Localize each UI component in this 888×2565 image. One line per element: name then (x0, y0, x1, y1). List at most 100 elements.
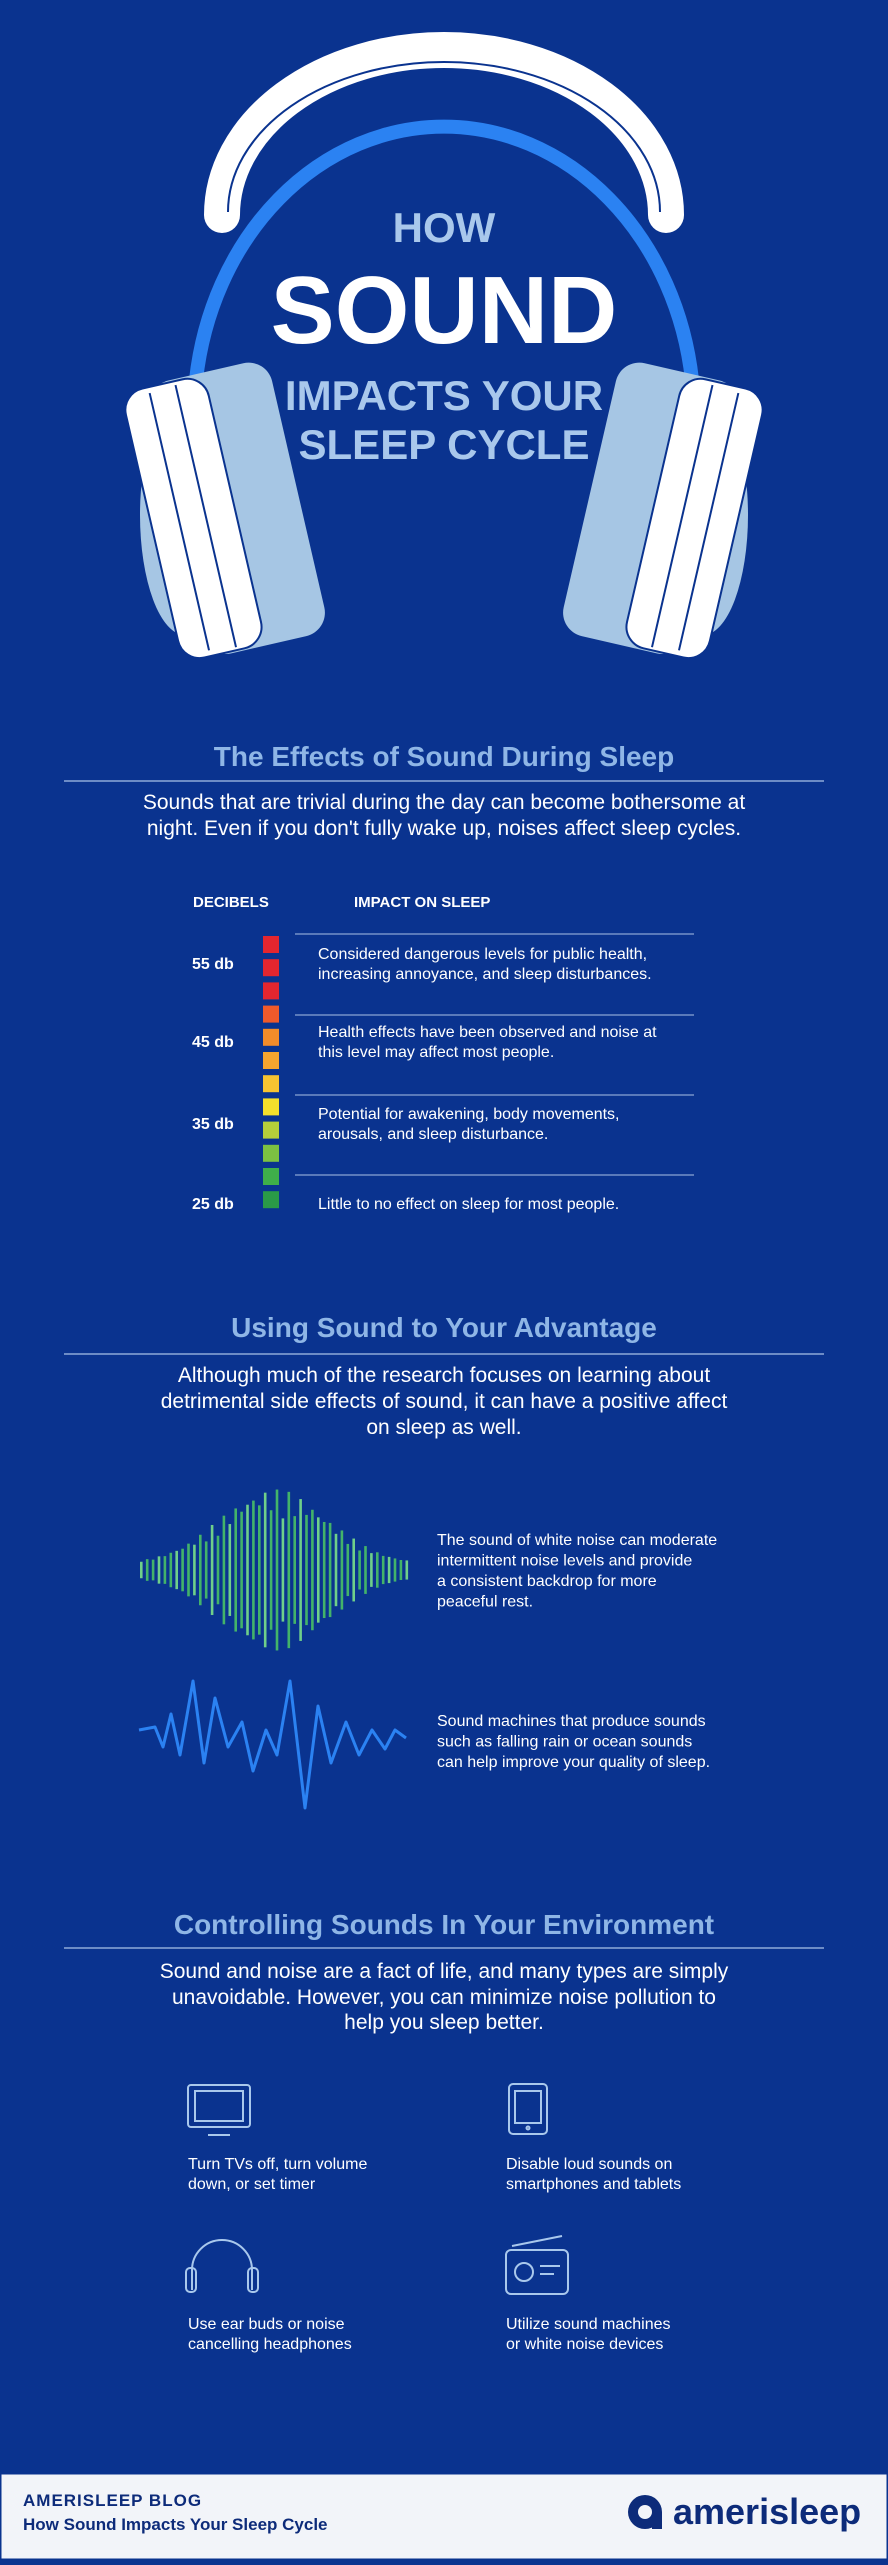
noise-bar (281, 1518, 285, 1622)
scale-block (263, 1028, 279, 1046)
section-title: Controlling Sounds In Your Environment (174, 1909, 714, 1940)
decibel-level: 45 db (192, 1034, 234, 1051)
intro-line: help you sleep better. (344, 2011, 544, 2034)
advantage-text: Sound machines that produce sounds (437, 1713, 706, 1730)
decibel-level: 55 db (192, 956, 234, 973)
noise-bar (222, 1515, 226, 1625)
noise-bar (252, 1500, 255, 1640)
tip-text: Turn TVs off, turn volume (188, 2156, 367, 2173)
scale-block (263, 1098, 279, 1116)
noise-bar (287, 1491, 291, 1649)
brand-name: amerisleep (673, 2491, 861, 2532)
impact-text: Potential for awakening, body movements, (318, 1106, 620, 1123)
scale-block (263, 1191, 279, 1209)
scale-block (263, 959, 279, 977)
section-title: Using Sound to Your Advantage (231, 1312, 657, 1343)
noise-bar (405, 1560, 409, 1580)
headphones-illustration (124, 32, 769, 666)
noise-bar (258, 1505, 261, 1635)
intro-line: on sleep as well. (366, 1416, 521, 1439)
noise-bar (376, 1552, 379, 1588)
noise-bar (317, 1517, 320, 1623)
intro-line: night. Even if you don't fully wake up, … (147, 817, 741, 840)
title-line: IMPACTS YOUR (285, 372, 603, 419)
impact-text: Considered dangerous levels for public h… (318, 946, 647, 963)
tip-text: cancelling headphones (188, 2336, 352, 2353)
noise-bar (346, 1543, 350, 1597)
noise-bar (234, 1508, 237, 1632)
noise-bar (140, 1561, 143, 1579)
noise-bar (328, 1522, 332, 1618)
noise-bar (157, 1556, 161, 1584)
noise-bar (311, 1509, 314, 1631)
advantage-text: such as falling rain or ocean sounds (437, 1734, 692, 1751)
noise-bar (151, 1559, 155, 1581)
impact-text: Little to no effect on sleep for most pe… (318, 1196, 619, 1213)
noise-bar (193, 1544, 196, 1596)
tv-icon (187, 2084, 251, 2136)
footer-article: How Sound Impacts Your Sleep Cycle (23, 2515, 328, 2534)
tip-text: Use ear buds or noise (188, 2316, 345, 2333)
tip-text: smartphones and tablets (506, 2176, 681, 2193)
intro-line: Sound and noise are a fact of life, and … (160, 1960, 729, 1983)
radio-icon (505, 2235, 569, 2295)
noise-bar (199, 1534, 202, 1606)
scale-block (263, 982, 279, 1000)
scale-block (263, 1075, 279, 1093)
noise-bar (299, 1499, 302, 1641)
impact-text: this level may affect most people. (318, 1044, 554, 1061)
noise-bar (399, 1560, 403, 1580)
noise-bar (352, 1538, 355, 1602)
noise-bar (293, 1516, 296, 1624)
noise-bar (322, 1521, 326, 1619)
noise-bar (216, 1535, 220, 1605)
scale-block (263, 1144, 279, 1162)
noise-bar (269, 1510, 273, 1630)
column-header: DECIBELS (193, 894, 269, 911)
noise-bar (169, 1552, 173, 1588)
intro-line: detrimental side effects of sound, it ca… (161, 1390, 728, 1413)
sound-wave (138, 1679, 407, 1810)
noise-bar (305, 1514, 308, 1626)
advantage-text: intermittent noise levels and provide (437, 1553, 692, 1570)
intro-line: unavoidable. However, you can minimize n… (172, 1986, 716, 2009)
impact-text: increasing annoyance, and sleep disturba… (318, 966, 652, 983)
section-title: The Effects of Sound During Sleep (214, 741, 674, 772)
noise-bar (210, 1524, 214, 1616)
brand-logo-mark (628, 2495, 662, 2529)
scale-block (263, 1052, 279, 1069)
impact-text: Health effects have been observed and no… (318, 1024, 657, 1041)
white-noise-wave (140, 1489, 409, 1651)
impact-text: arousals, and sleep disturbance. (318, 1126, 548, 1143)
title-line: SLEEP CYCLE (299, 421, 590, 468)
title-line: HOW (393, 204, 496, 251)
noise-bar (246, 1504, 249, 1636)
noise-bar (370, 1553, 373, 1587)
noise-bar (240, 1511, 243, 1629)
scale-block (263, 936, 279, 953)
noise-bar (358, 1550, 361, 1590)
tip-text: down, or set timer (188, 2176, 316, 2193)
noise-bar (228, 1524, 232, 1616)
intro-line: Sounds that are trivial during the day c… (143, 791, 746, 814)
noise-bar (340, 1530, 344, 1610)
advantage-text: can help improve your quality of sleep. (437, 1754, 710, 1771)
scale-block (263, 1121, 279, 1139)
advantage-text: peaceful rest. (437, 1594, 533, 1611)
tip-text: Utilize sound machines (506, 2316, 671, 2333)
noise-bar (364, 1546, 367, 1594)
noise-bar (275, 1489, 279, 1651)
noise-bar (334, 1533, 338, 1607)
noise-bar (393, 1558, 397, 1582)
noise-bar (181, 1548, 184, 1592)
headphones-icon (185, 2239, 259, 2293)
scale-block (263, 1168, 279, 1185)
footer-blog: AMERISLEEP BLOG (23, 2491, 202, 2510)
noise-bar (187, 1543, 190, 1597)
decibel-level: 35 db (192, 1116, 234, 1133)
tip-text: Disable loud sounds on (506, 2156, 672, 2173)
advantage-text: a consistent backdrop for more (437, 1573, 657, 1590)
footer (0, 2471, 888, 2562)
